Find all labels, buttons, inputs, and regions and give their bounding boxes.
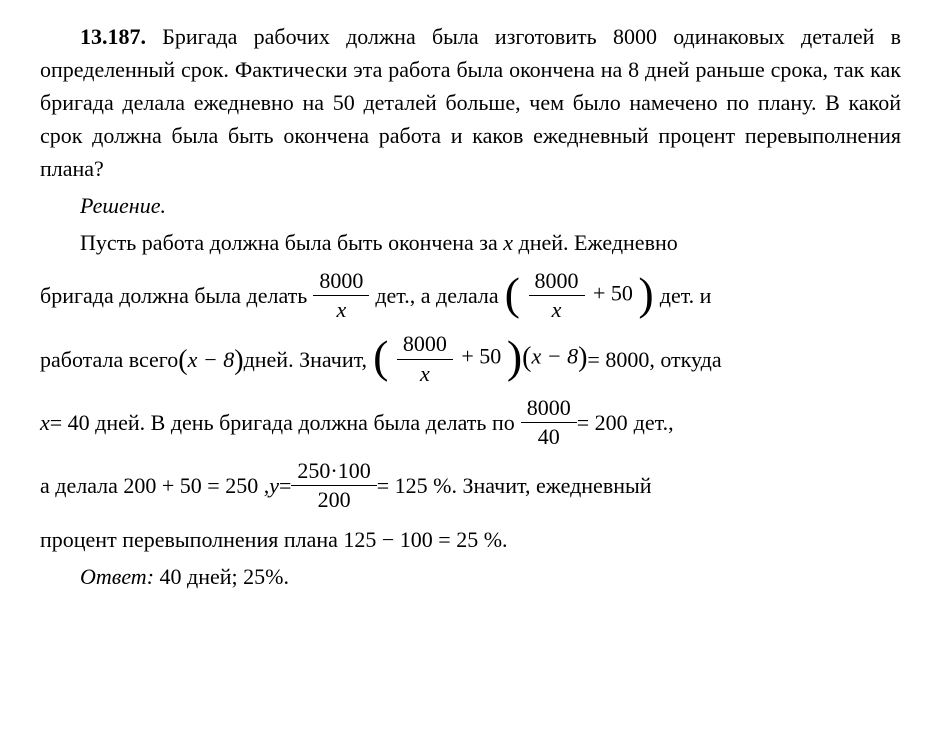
variable-y: y	[269, 469, 279, 502]
text-fragment: дней. Ежедневно	[519, 230, 678, 255]
text-fragment: дет. и	[660, 279, 712, 312]
problem-number: 13.187.	[80, 24, 146, 49]
text-fragment: бригада должна была делать	[40, 279, 307, 312]
fraction: 8000 x	[397, 332, 453, 385]
fraction-numerator: 8000	[397, 332, 453, 359]
fraction-denominator: x	[529, 296, 585, 322]
fraction: 8000 x	[313, 269, 369, 322]
text-fragment: а делала 200 + 50 = 250 ,	[40, 469, 269, 502]
plus-term: + 50	[593, 281, 633, 306]
text-fragment: = 40 дней. В день бригада должна была де…	[50, 406, 515, 439]
fraction-numerator: 8000	[313, 269, 369, 296]
answer-line: Ответ: 40 дней; 25%.	[40, 560, 901, 593]
equals-term: = 8000	[587, 343, 649, 376]
fraction-numerator: 250·100	[291, 459, 376, 486]
variable-x: x	[40, 406, 50, 439]
solution-line-6: процент перевыполнения плана 125 − 100 =…	[40, 523, 901, 556]
text-fragment: , откуда	[649, 343, 721, 376]
plus-term: + 50	[461, 344, 501, 369]
inner-expression-display: x − 8	[188, 347, 235, 372]
fraction-numerator: 8000	[521, 396, 577, 423]
text-fragment: процент перевыполнения плана 125 − 100 =…	[40, 527, 508, 552]
text-fragment: дней. Значит,	[244, 343, 367, 376]
answer-label: Ответ:	[80, 564, 154, 589]
fraction: 250·100 200	[291, 459, 376, 512]
fraction-denominator: x	[397, 360, 453, 386]
fraction-numerator: 8000	[529, 269, 585, 296]
text-fragment: . Значит, ежедневный	[451, 469, 651, 502]
fraction-denominator: 200	[291, 486, 376, 512]
fraction: 8000 40	[521, 396, 577, 449]
paren-expression: ((x − 8)x − 8)	[178, 343, 243, 376]
inner-expression-display: x − 8	[531, 344, 578, 369]
solution-label: Решение.	[40, 189, 901, 222]
text-fragment: работала всего	[40, 343, 178, 376]
text-fragment: Пусть работа должна была быть окончена з…	[80, 230, 503, 255]
answer-text: 40 дней; 25%.	[154, 564, 289, 589]
problem-text: Бригада рабочих должна была изготовить 8…	[40, 24, 901, 181]
equals-term: = 200	[577, 406, 628, 439]
equals-term: = 125 %	[377, 469, 452, 502]
solution-line-1: Пусть работа должна была быть окончена з…	[40, 226, 901, 259]
solution-line-5: а делала 200 + 50 = 250 , y = 250·100 20…	[40, 459, 901, 512]
paren-expression: ( 8000 x + 50 )(x − 8)	[373, 332, 587, 385]
solution-line-3: работала всего ((x − 8)x − 8) дней. Знач…	[40, 332, 901, 385]
variable-x: x	[503, 230, 513, 255]
solution-line-4: x = 40 дней. В день бригада должна была …	[40, 396, 901, 449]
solution-line-2: бригада должна была делать 8000 x дет., …	[40, 269, 901, 322]
fraction: 8000 x	[529, 269, 585, 322]
text-fragment: дет., а делала	[375, 279, 498, 312]
fraction-denominator: x	[313, 296, 369, 322]
fraction-denominator: 40	[521, 423, 577, 449]
problem-paragraph: 13.187. Бригада рабочих должна была изго…	[40, 20, 901, 185]
text-fragment: дет.,	[634, 406, 674, 439]
equals-sign: =	[279, 469, 291, 502]
paren-expression: ( 8000 x + 50 )	[505, 269, 654, 322]
